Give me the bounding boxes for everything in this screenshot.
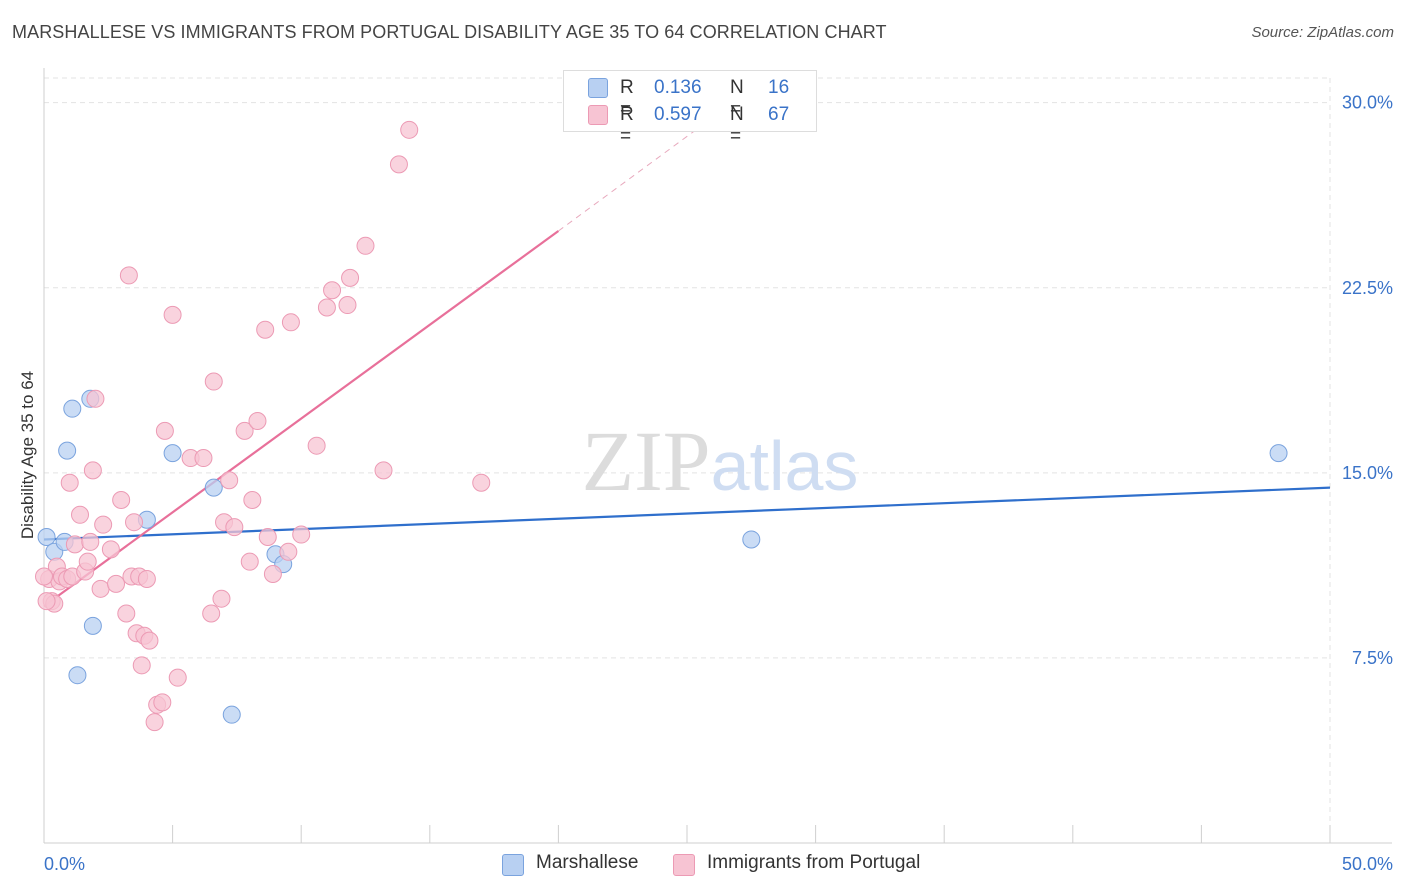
portugal-point [389,155,408,174]
y-tick-label: 22.5% [1342,278,1393,298]
portugal-point [341,268,360,287]
portugal-point [101,540,120,559]
portugal-swatch [673,854,695,876]
portugal-point [86,389,105,408]
portugal-point [248,412,267,431]
marshallese-trend-line [43,486,1331,541]
n-value: 16 [768,77,790,98]
marshallese-swatch [502,854,524,876]
portugal-point [202,604,221,623]
y-tick-label: 30.0% [1342,93,1393,113]
portugal-point [145,713,164,732]
portugal-point [356,236,375,255]
portugal-point [194,449,213,468]
portugal-point [137,569,156,588]
y-tick-label: 7.5% [1352,648,1393,668]
portugal-point [374,461,393,480]
axes [43,68,1392,844]
portugal-point [212,589,231,608]
portugal-point [256,320,275,339]
portugal-point [225,518,244,537]
y-axis-label: Disability Age 35 to 64 [18,370,37,540]
portugal-point [281,313,300,332]
n-value: 67 [768,104,790,125]
portugal-point [81,532,100,551]
portugal-point [91,579,110,598]
portugal-point [323,281,342,300]
y-tick-label: 15.0% [1342,463,1393,483]
portugal-point [117,604,136,623]
n-label: N = [730,77,744,120]
watermark: ZIPatlas [582,413,859,509]
portugal-trend-line [43,230,560,607]
marshallese-point [222,705,241,724]
portugal-point [235,421,254,440]
portugal-point [65,535,84,554]
marshallese-point [37,528,56,546]
chart-title: MARSHALLESE VS IMMIGRANTS FROM PORTUGAL … [12,22,887,42]
data-points [35,120,1288,732]
marshallese-point [204,478,223,497]
portugal-point [163,305,182,324]
portugal-point [292,525,311,544]
marshallese-point [163,444,182,463]
portugal-point [258,528,277,546]
portugal-point [132,656,151,675]
marshallese-point [1269,444,1288,463]
portugal-point [94,515,113,534]
watermark-zip: ZIP [582,413,711,509]
portugal-point [220,471,239,490]
portugal-point [125,513,144,532]
portugal-point [472,473,491,492]
portugal-point [78,552,97,571]
x-tick-label: 50.0% [1342,854,1393,874]
portugal-point [60,473,79,492]
source-label: Source: ZipAtlas.com [1251,24,1394,41]
x-tick-label: 0.0% [44,854,85,874]
r-value: 0.136 [654,77,702,98]
tick-labels: 7.5% 15.0% 22.5% 30.0% 0.0% 50.0% [44,93,1393,874]
portugal-point [119,266,138,285]
trend-lines [43,117,1331,607]
r-label: R = [620,104,634,147]
marshallese-point [83,616,102,635]
portugal-point [338,296,357,315]
legend-label: Marshallese [536,852,639,873]
portugal-point [155,421,174,440]
watermark-atlas: atlas [711,427,859,505]
portugal-point [240,552,259,571]
r-label: R = [620,77,634,120]
marshallese-point [68,666,87,685]
portugal-point [35,567,53,586]
portugal-point [317,298,336,317]
r-value: 0.597 [654,104,702,125]
correlation-legend: R = 0.136 N = 16 R = 0.597 N = 67 [563,70,817,147]
marshallese-point [742,530,761,549]
portugal-point [204,372,223,391]
legend-label: Immigrants from Portugal [707,852,921,873]
marshallese-swatch [588,78,608,98]
portugal-point [153,693,172,712]
portugal-point [83,461,102,480]
portugal-swatch [588,105,608,125]
n-label: N = [730,104,744,147]
portugal-point [307,436,326,455]
marshallese-point [63,399,82,418]
marshallese-point [58,441,77,460]
portugal-point [279,542,298,561]
portugal-point [400,120,419,139]
portugal-point [243,490,262,509]
portugal-point [263,565,282,584]
portugal-point [107,574,126,593]
portugal-point [71,505,90,524]
portugal-point [37,592,56,611]
portugal-point [112,490,131,509]
portugal-point [140,631,159,650]
portugal-point [168,668,187,687]
portugal-trend-extension [558,117,714,232]
